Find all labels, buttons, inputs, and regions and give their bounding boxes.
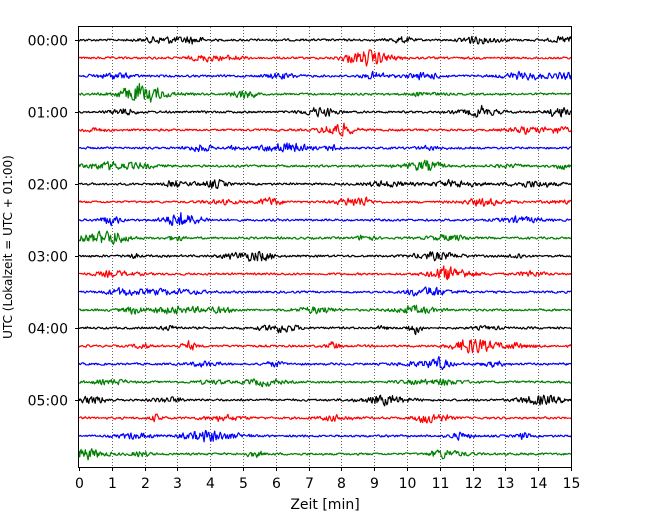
seismic-traces xyxy=(78,35,572,461)
plot-frame xyxy=(78,26,572,468)
trace-01:30 xyxy=(78,142,572,153)
trace-02:00 xyxy=(78,178,572,190)
trace-00:00 xyxy=(78,35,572,45)
trace-03:30 xyxy=(78,286,572,297)
trace-04:45 xyxy=(78,378,572,388)
x-tick-label: 0 xyxy=(75,476,84,492)
y-axis-title: UTC (Lokalzeit = UTC + 01:00) xyxy=(1,155,15,339)
x-tick-label: 9 xyxy=(370,476,379,492)
y-tick-label: 00:00 xyxy=(28,34,68,50)
x-tick-label: 15 xyxy=(563,476,581,492)
trace-04:00 xyxy=(78,324,572,336)
x-tick-label: 12 xyxy=(465,476,483,492)
grid-lines xyxy=(112,27,539,467)
y-axis: 00:00 01:00 02:00 03:00 04:00 05:00 xyxy=(28,34,79,410)
y-tick-label: 04:00 xyxy=(28,322,68,338)
trace-05:45 xyxy=(78,448,572,461)
x-tick-label: 3 xyxy=(173,476,182,492)
x-axis-title: Zeit [min] xyxy=(290,497,359,513)
trace-01:15 xyxy=(78,122,572,137)
x-tick-label: 4 xyxy=(206,476,215,492)
trace-00:30 xyxy=(78,70,572,81)
x-tick-label: 10 xyxy=(399,476,417,492)
trace-02:30 xyxy=(78,212,572,227)
trace-04:15 xyxy=(78,338,572,354)
trace-01:45 xyxy=(78,159,572,171)
x-tick-label: 14 xyxy=(530,476,548,492)
y-tick-label: 01:00 xyxy=(28,106,68,122)
x-tick-label: 2 xyxy=(141,476,150,492)
x-tick-label: 5 xyxy=(239,476,248,492)
trace-02:45 xyxy=(78,230,572,245)
trace-03:00 xyxy=(78,251,572,262)
y-tick-label: 03:00 xyxy=(28,250,68,266)
trace-04:30 xyxy=(78,356,572,371)
trace-01:00 xyxy=(78,104,572,118)
y-tick-label: 02:00 xyxy=(28,178,68,194)
y-tick-label: 05:00 xyxy=(28,394,68,410)
trace-00:45 xyxy=(78,83,572,103)
x-tick-label: 6 xyxy=(272,476,281,492)
x-axis: 0 1 2 3 4 5 6 7 8 9 10 11 12 13 14 15 xyxy=(75,467,580,492)
x-tick-label: 1 xyxy=(108,476,117,492)
x-tick-label: 13 xyxy=(497,476,515,492)
trace-02:15 xyxy=(78,196,572,207)
trace-05:30 xyxy=(78,429,572,443)
trace-00:15 xyxy=(78,49,572,67)
trace-05:15 xyxy=(78,413,572,424)
trace-03:15 xyxy=(78,265,572,281)
x-tick-label: 8 xyxy=(337,476,346,492)
x-tick-label: 7 xyxy=(305,476,314,492)
trace-03:45 xyxy=(78,304,572,315)
x-tick-label: 11 xyxy=(432,476,450,492)
trace-05:00 xyxy=(78,394,572,407)
